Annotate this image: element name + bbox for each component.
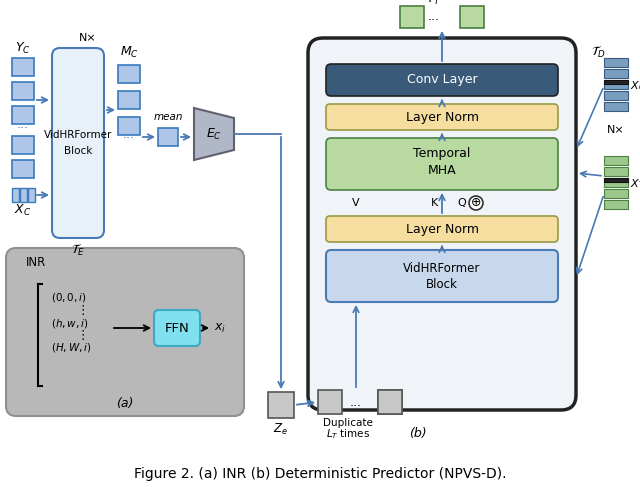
Bar bbox=[12, 188, 19, 202]
Text: Duplicate: Duplicate bbox=[323, 418, 373, 428]
Text: $\hat{Y}_T$: $\hat{Y}_T$ bbox=[426, 0, 442, 7]
Text: Figure 2. (a) INR (b) Deterministic Predictor (NPVS-D).: Figure 2. (a) INR (b) Deterministic Pred… bbox=[134, 467, 506, 481]
Bar bbox=[604, 178, 628, 187]
Text: $\oplus$: $\oplus$ bbox=[470, 196, 482, 210]
Text: $(H,W,i)$: $(H,W,i)$ bbox=[51, 341, 92, 355]
Bar bbox=[460, 6, 484, 28]
FancyBboxPatch shape bbox=[326, 104, 558, 130]
Text: (b): (b) bbox=[409, 428, 427, 440]
Text: ...: ... bbox=[350, 396, 362, 408]
Bar bbox=[604, 80, 628, 84]
FancyBboxPatch shape bbox=[6, 248, 244, 416]
Text: K: K bbox=[430, 198, 438, 208]
Text: VidHRFormer: VidHRFormer bbox=[403, 262, 481, 275]
Text: $E_C$: $E_C$ bbox=[206, 126, 222, 142]
Bar bbox=[604, 91, 628, 100]
Text: mean: mean bbox=[153, 112, 183, 122]
Text: N×: N× bbox=[607, 125, 625, 135]
Text: $Y_C$: $Y_C$ bbox=[15, 40, 31, 56]
Bar bbox=[12, 160, 34, 178]
Text: $\mathcal{T}_D$: $\mathcal{T}_D$ bbox=[591, 44, 605, 60]
Text: FFN: FFN bbox=[164, 321, 189, 335]
Bar bbox=[12, 58, 34, 76]
Bar bbox=[604, 200, 628, 209]
Bar bbox=[604, 156, 628, 165]
FancyBboxPatch shape bbox=[154, 310, 200, 346]
Bar bbox=[604, 178, 628, 182]
Bar bbox=[268, 392, 294, 418]
Bar bbox=[12, 82, 34, 100]
Bar bbox=[378, 390, 402, 414]
Bar bbox=[118, 117, 140, 135]
Bar bbox=[318, 390, 342, 414]
FancyBboxPatch shape bbox=[326, 64, 558, 96]
Bar bbox=[604, 80, 628, 89]
FancyBboxPatch shape bbox=[326, 138, 558, 190]
Text: $x_i$: $x_i$ bbox=[214, 321, 226, 335]
Polygon shape bbox=[194, 108, 234, 160]
Bar bbox=[378, 390, 402, 414]
Text: Q: Q bbox=[458, 198, 467, 208]
Bar bbox=[604, 69, 628, 78]
Text: VidHRFormer: VidHRFormer bbox=[44, 130, 112, 140]
Text: $(0,0,i)$: $(0,0,i)$ bbox=[51, 291, 87, 305]
FancyBboxPatch shape bbox=[52, 48, 104, 238]
Text: $L_T$ times: $L_T$ times bbox=[326, 427, 370, 441]
Text: $\vdots$: $\vdots$ bbox=[76, 328, 85, 342]
Text: Conv Layer: Conv Layer bbox=[406, 73, 477, 87]
Text: (a): (a) bbox=[116, 398, 134, 410]
Bar bbox=[604, 167, 628, 176]
Bar bbox=[604, 102, 628, 111]
Text: N×: N× bbox=[79, 33, 97, 43]
Text: Block: Block bbox=[64, 146, 92, 156]
Bar bbox=[28, 188, 35, 202]
Text: $X_C$: $X_C$ bbox=[15, 202, 31, 217]
Text: V: V bbox=[352, 198, 360, 208]
FancyBboxPatch shape bbox=[326, 250, 558, 302]
Text: $Z_e$: $Z_e$ bbox=[273, 422, 289, 436]
Bar bbox=[604, 58, 628, 67]
Text: $\mathcal{T}_E$: $\mathcal{T}_E$ bbox=[71, 243, 85, 257]
Text: $(h,w,i)$: $(h,w,i)$ bbox=[51, 316, 89, 330]
Text: Layer Norm: Layer Norm bbox=[406, 222, 479, 236]
Bar bbox=[604, 189, 628, 198]
Text: MHA: MHA bbox=[428, 163, 456, 177]
FancyBboxPatch shape bbox=[308, 38, 576, 410]
Bar bbox=[400, 6, 424, 28]
Text: ...: ... bbox=[123, 128, 135, 142]
Bar bbox=[20, 188, 27, 202]
Text: INR: INR bbox=[26, 255, 46, 269]
Bar bbox=[12, 136, 34, 154]
Text: Layer Norm: Layer Norm bbox=[406, 111, 479, 123]
Text: $X_C$: $X_C$ bbox=[630, 79, 640, 93]
Bar bbox=[158, 128, 178, 146]
Bar bbox=[12, 106, 34, 124]
Text: $X_T$: $X_T$ bbox=[630, 177, 640, 191]
Circle shape bbox=[469, 196, 483, 210]
Text: Temporal: Temporal bbox=[413, 148, 470, 160]
Text: ...: ... bbox=[428, 10, 440, 24]
FancyBboxPatch shape bbox=[326, 216, 558, 242]
Text: ...: ... bbox=[17, 118, 29, 130]
Bar bbox=[118, 91, 140, 109]
Bar bbox=[118, 65, 140, 83]
Text: $M_C$: $M_C$ bbox=[120, 44, 138, 60]
Text: Block: Block bbox=[426, 277, 458, 290]
Text: $\vdots$: $\vdots$ bbox=[76, 303, 85, 317]
